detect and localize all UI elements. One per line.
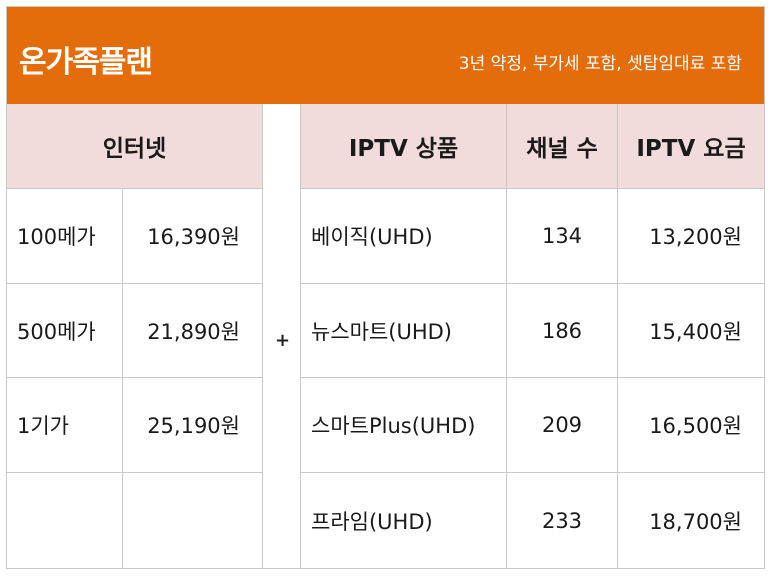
plus-sign: +	[275, 330, 291, 351]
internet-speed: 500메가	[7, 284, 123, 378]
plan-title: 온가족플랜	[19, 45, 153, 80]
plan-separator	[263, 104, 301, 568]
internet-price: 16,390원	[123, 189, 263, 284]
internet-speed: 100메가	[7, 189, 123, 284]
iptv-fee-column-header: IPTV 요금	[618, 104, 764, 189]
iptv-product-column-header: IPTV 상품	[301, 104, 507, 189]
iptv-product: 프라임(UHD)	[301, 473, 507, 568]
pricing-grid: 인터넷 + IPTV 상품 채널 수 IPTV 요금 100메가 16,390원…	[7, 104, 764, 568]
iptv-product: 뉴스마트(UHD)	[301, 284, 507, 378]
internet-price: 25,190원	[123, 378, 263, 473]
iptv-product: 스마트Plus(UHD)	[301, 378, 507, 473]
plan-conditions: 3년 약정, 부가세 포함, 셋탑임대료 포함	[458, 54, 742, 74]
channels-column-header: 채널 수	[507, 104, 618, 189]
iptv-fee: 16,500원	[618, 378, 764, 473]
iptv-channel-count: 233	[507, 473, 618, 568]
iptv-fee: 15,400원	[618, 284, 764, 378]
internet-speed	[7, 473, 123, 568]
iptv-channel-count: 186	[507, 284, 618, 378]
iptv-product: 베이직(UHD)	[301, 189, 507, 284]
internet-price: 21,890원	[123, 284, 263, 378]
plan-table-card: 온가족플랜 3년 약정, 부가세 포함, 셋탑임대료 포함 인터넷 + IPTV…	[6, 6, 765, 569]
iptv-channel-count: 209	[507, 378, 618, 473]
iptv-fee: 13,200원	[618, 189, 764, 284]
iptv-fee: 18,700원	[649, 509, 742, 534]
iptv-channel-count: 134	[507, 189, 618, 284]
internet-speed: 1기가	[7, 378, 123, 473]
plan-header: 온가족플랜 3년 약정, 부가세 포함, 셋탑임대료 포함	[7, 7, 764, 104]
internet-column-header: 인터넷	[7, 104, 263, 189]
internet-price	[123, 473, 263, 568]
